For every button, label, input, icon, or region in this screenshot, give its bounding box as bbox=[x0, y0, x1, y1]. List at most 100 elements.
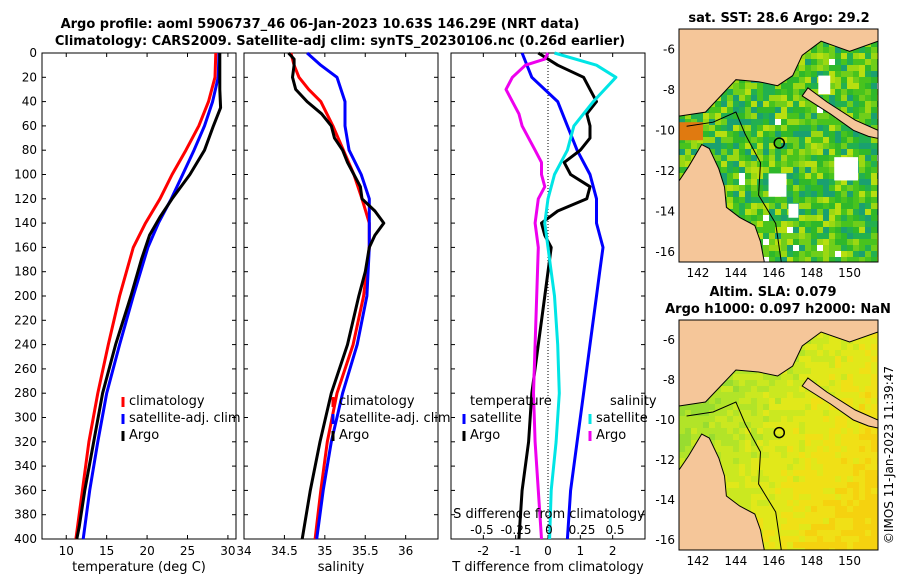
map-cell bbox=[769, 95, 775, 101]
difference-legend: temperature salinitysatelliteArgosatellit… bbox=[453, 394, 657, 537]
isobath-contour bbox=[686, 401, 782, 550]
map-cell bbox=[811, 233, 817, 239]
map-cell bbox=[727, 95, 733, 101]
map-cell bbox=[841, 518, 847, 524]
map-cell bbox=[871, 332, 877, 338]
map-cell bbox=[793, 215, 799, 221]
map-cell bbox=[757, 518, 763, 524]
map-cell bbox=[847, 536, 853, 542]
map-cell bbox=[757, 500, 763, 506]
map-cell bbox=[853, 464, 859, 470]
map-cell bbox=[787, 179, 793, 185]
map-cell bbox=[853, 404, 859, 410]
map-cell bbox=[829, 488, 835, 494]
map-cell bbox=[865, 404, 871, 410]
map-cell bbox=[823, 434, 829, 440]
map-cell bbox=[847, 374, 853, 380]
map-cell bbox=[847, 512, 853, 518]
map-cell bbox=[871, 167, 877, 173]
map-cell bbox=[847, 368, 853, 374]
map-cell bbox=[835, 233, 841, 239]
map-cell bbox=[835, 452, 841, 458]
map-cell bbox=[709, 428, 715, 434]
map-cell bbox=[727, 185, 733, 191]
map-cell bbox=[799, 416, 805, 422]
map-cell bbox=[763, 446, 769, 452]
map-cell bbox=[751, 125, 757, 131]
map-cell bbox=[823, 548, 829, 550]
map-cell bbox=[835, 434, 841, 440]
map-cell bbox=[727, 470, 733, 476]
map-cell bbox=[835, 257, 841, 262]
map-content bbox=[679, 320, 878, 550]
map-cell bbox=[733, 422, 739, 428]
map-cell bbox=[823, 155, 829, 161]
map-cell bbox=[823, 131, 829, 137]
map-cell bbox=[835, 227, 841, 233]
map-cell bbox=[751, 380, 757, 386]
map-cell bbox=[799, 173, 805, 179]
map-cell bbox=[757, 416, 763, 422]
map-cell bbox=[841, 530, 847, 536]
map-cell bbox=[799, 542, 805, 548]
panel-differences: -2 -1 0 1 2T difference from climatology bbox=[450, 51, 646, 575]
map-cell bbox=[787, 452, 793, 458]
map-cell bbox=[871, 149, 877, 155]
map-cell bbox=[871, 392, 877, 398]
map-ytick-label: -8 bbox=[663, 83, 675, 97]
map-cell bbox=[751, 107, 757, 113]
map-cell bbox=[733, 185, 739, 191]
map-cell bbox=[859, 338, 865, 344]
map-cell bbox=[829, 209, 835, 215]
map-cell bbox=[841, 227, 847, 233]
map-cell bbox=[769, 434, 775, 440]
map-cell bbox=[829, 227, 835, 233]
map-cell bbox=[733, 434, 739, 440]
map-cell bbox=[787, 434, 793, 440]
map-cell bbox=[841, 77, 847, 83]
map-cell bbox=[739, 374, 745, 380]
map-cell bbox=[823, 173, 829, 179]
map-cell bbox=[793, 416, 799, 422]
map-cell bbox=[787, 500, 793, 506]
map-cell bbox=[703, 113, 709, 119]
temperature-ytick-label: 60 bbox=[22, 119, 37, 133]
map-cell bbox=[775, 215, 781, 221]
map-cell bbox=[811, 344, 817, 350]
map-cell bbox=[721, 131, 727, 137]
map-cell bbox=[793, 113, 799, 119]
map-cell bbox=[793, 95, 799, 101]
map-cell bbox=[715, 101, 721, 107]
map-cell bbox=[847, 89, 853, 95]
map-cell bbox=[859, 512, 865, 518]
map-cell bbox=[859, 101, 865, 107]
map-cell bbox=[793, 77, 799, 83]
map-cell bbox=[811, 518, 817, 524]
map-cell bbox=[763, 500, 769, 506]
map-cell bbox=[793, 125, 799, 131]
map-cell bbox=[733, 464, 739, 470]
map-cell bbox=[763, 239, 769, 245]
map-cell bbox=[823, 416, 829, 422]
map-cell bbox=[859, 65, 865, 71]
map-cell bbox=[829, 362, 835, 368]
map-cell bbox=[679, 446, 685, 452]
map-cell bbox=[799, 482, 805, 488]
map-cell bbox=[865, 542, 871, 548]
map-cell bbox=[733, 452, 739, 458]
map-cell bbox=[739, 113, 745, 119]
map-cell bbox=[811, 203, 817, 209]
map-cell bbox=[733, 137, 739, 143]
map-cell bbox=[853, 149, 859, 155]
map-cell bbox=[793, 422, 799, 428]
map-cell bbox=[799, 101, 805, 107]
map-cell bbox=[775, 257, 781, 262]
map-cell bbox=[805, 65, 811, 71]
map-cell bbox=[685, 404, 691, 410]
map-cell bbox=[853, 452, 859, 458]
map-cell bbox=[853, 494, 859, 500]
temperature-axes-box bbox=[41, 52, 237, 540]
map-cell bbox=[853, 197, 859, 203]
map-cell bbox=[829, 83, 835, 89]
map-cell bbox=[859, 59, 865, 65]
